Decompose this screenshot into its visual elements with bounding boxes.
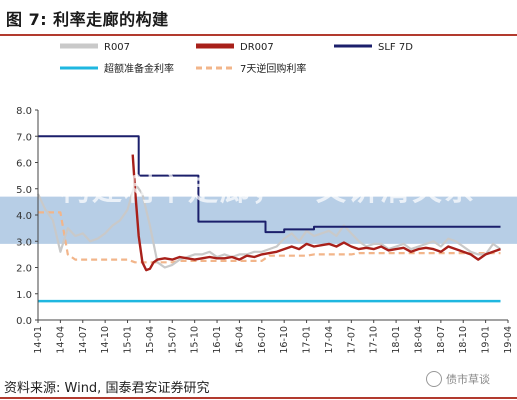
y-tick-label-3: 3.0 xyxy=(16,237,32,248)
title-rule xyxy=(0,34,517,36)
y-tick-label-6: 6.0 xyxy=(16,159,32,170)
x-tick-label-7: 15-10 xyxy=(190,326,201,354)
series-line-dr007 xyxy=(131,154,501,272)
x-tick-label-1: 14-04 xyxy=(55,326,66,354)
y-tick-label-1: 1.0 xyxy=(16,290,32,301)
figure-title: 图 7: 利率走廊的构建 xyxy=(6,10,169,29)
x-tick-label-8: 16-01 xyxy=(212,326,223,354)
y-tick-label-0: 0.0 xyxy=(16,316,32,327)
x-tick-label-0: 14-01 xyxy=(33,326,44,354)
x-tick-label-5: 15-04 xyxy=(145,326,156,354)
x-tick-label-12: 17-01 xyxy=(302,326,313,354)
legend-label-4: 7天逆回购利率 xyxy=(240,62,306,75)
y-tick-label-2: 2.0 xyxy=(16,264,32,275)
x-tick-label-14: 17-07 xyxy=(346,326,357,354)
legend-label-3: 超额准备金利率 xyxy=(104,62,174,75)
series-line-reverse-repo xyxy=(38,211,501,264)
source-note: 资料来源: Wind, 国泰君安证券研究 xyxy=(4,381,210,396)
x-tick-label-20: 19-01 xyxy=(481,326,492,354)
x-tick-label-2: 14-07 xyxy=(78,326,89,354)
x-tick-label-4: 15-01 xyxy=(123,326,134,354)
watermark-brand: 债市草谈 xyxy=(426,368,512,390)
series-line-slf7d xyxy=(38,135,501,234)
y-tick-label-8: 8.0 xyxy=(16,106,32,117)
x-tick-label-15: 17-10 xyxy=(369,326,380,354)
bottom-rule xyxy=(0,397,517,399)
x-tick-label-19: 18-10 xyxy=(458,326,469,354)
x-tick-label-6: 15-07 xyxy=(167,326,178,354)
legend: R007 DR007 SLF 7D 超额准备金利率 7天逆回购利率 xyxy=(60,42,413,75)
axes: 0.0 1.0 2.0 3.0 4.0 5.0 6.0 7.0 8.0 14-01 14-04 14-… xyxy=(16,106,514,354)
x-tick-label-9: 16-04 xyxy=(234,326,245,354)
watermark-brand-text: 债市草谈 xyxy=(446,373,490,386)
series-group xyxy=(37,135,502,303)
watermark-overlay: 构建利率走廊，一文讲清关系 xyxy=(60,173,476,208)
x-tick-label-11: 16-10 xyxy=(279,326,290,354)
x-tick-label-13: 17-04 xyxy=(324,326,335,354)
x-tick-label-10: 16-07 xyxy=(257,326,268,354)
legend-label-1: DR007 xyxy=(240,42,274,53)
x-tick-label-21: 19-04 xyxy=(503,326,514,354)
y-tick-label-4: 4.0 xyxy=(16,211,32,222)
x-tick-label-3: 14-10 xyxy=(100,326,111,354)
y-tick-label-5: 5.0 xyxy=(16,185,32,196)
x-tick-label-18: 18-07 xyxy=(436,326,447,354)
legend-label-0: R007 xyxy=(104,42,130,53)
x-tick-label-16: 18-01 xyxy=(391,326,402,354)
legend-label-2: SLF 7D xyxy=(378,42,413,53)
line-chart: R007 DR007 SLF 7D 超额准备金利率 7天逆回购利率 0.0 1.0 2.0 3… xyxy=(0,42,517,354)
x-tick-label-17: 18-04 xyxy=(413,326,424,354)
y-tick-label-7: 7.0 xyxy=(16,132,32,143)
wechat-icon xyxy=(426,371,442,387)
